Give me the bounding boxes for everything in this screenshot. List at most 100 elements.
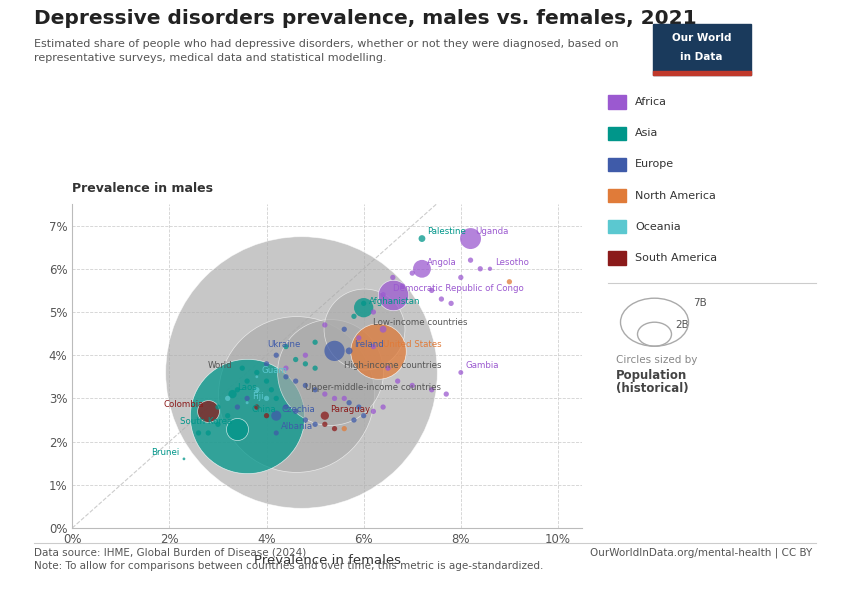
Point: [371, 346, 385, 356]
Text: Paraguay: Paraguay: [330, 404, 370, 413]
Point: [366, 407, 380, 416]
Point: [289, 376, 303, 386]
Point: [230, 424, 244, 433]
Point: [415, 234, 428, 244]
Point: [289, 389, 303, 399]
Point: [177, 454, 190, 464]
Text: 2B: 2B: [676, 320, 689, 330]
Text: Note: To allow for comparisons between countries and over time, this metric is a: Note: To allow for comparisons between c…: [34, 561, 543, 571]
Point: [241, 398, 254, 407]
Point: [201, 407, 215, 416]
Text: United States: United States: [383, 340, 442, 349]
Point: [235, 364, 249, 373]
Point: [309, 364, 322, 373]
Point: [289, 407, 303, 416]
Text: North America: North America: [635, 191, 716, 200]
Text: Brunei: Brunei: [150, 448, 179, 457]
Point: [226, 389, 240, 399]
X-axis label: Prevalence in females: Prevalence in females: [254, 554, 400, 567]
Point: [269, 350, 283, 360]
Point: [201, 428, 215, 438]
Point: [352, 402, 366, 412]
Point: [309, 337, 322, 347]
Point: [405, 380, 419, 390]
Point: [347, 415, 360, 425]
Point: [439, 389, 453, 399]
Point: [445, 299, 458, 308]
Point: [386, 290, 400, 299]
Text: World: World: [208, 361, 233, 370]
Text: Low-income countries: Low-income countries: [373, 318, 468, 327]
Text: South America: South America: [635, 253, 717, 263]
Point: [250, 368, 264, 377]
Point: [483, 264, 496, 274]
Text: Lesotho: Lesotho: [495, 257, 529, 266]
Point: [464, 256, 478, 265]
Text: Gambia: Gambia: [466, 361, 499, 370]
Point: [328, 424, 342, 433]
Point: [221, 411, 235, 421]
Text: Upper-middle-income countries: Upper-middle-income countries: [305, 383, 441, 392]
Text: Europe: Europe: [635, 160, 674, 169]
Point: [377, 325, 390, 334]
Point: [391, 376, 405, 386]
Point: [294, 368, 308, 377]
Point: [260, 394, 274, 403]
Point: [279, 402, 292, 412]
Point: [425, 286, 439, 295]
Text: in Data: in Data: [680, 52, 722, 62]
Text: Circles sized by: Circles sized by: [616, 355, 698, 365]
Point: [352, 333, 366, 343]
Point: [269, 428, 283, 438]
Text: Colombia: Colombia: [163, 400, 203, 409]
Point: [241, 394, 254, 403]
Text: Guam: Guam: [262, 365, 287, 374]
Point: [473, 264, 487, 274]
Point: [318, 389, 332, 399]
Point: [415, 264, 428, 274]
Point: [337, 325, 351, 334]
Text: 7B: 7B: [693, 298, 706, 308]
Text: Our World: Our World: [672, 33, 731, 43]
Point: [264, 385, 278, 395]
Point: [260, 376, 274, 386]
Text: South Korea: South Korea: [180, 418, 233, 427]
Point: [279, 372, 292, 382]
Point: [318, 419, 332, 429]
Point: [260, 359, 274, 368]
Point: [318, 411, 332, 421]
Point: [347, 311, 360, 321]
Point: [221, 394, 235, 403]
Point: [343, 398, 356, 407]
Text: Palestine: Palestine: [427, 227, 466, 236]
Text: Democratic Republic of Congo: Democratic Republic of Congo: [393, 284, 524, 293]
Text: High-income countries: High-income countries: [344, 361, 442, 370]
Point: [323, 368, 337, 377]
Point: [269, 394, 283, 403]
Point: [211, 402, 224, 412]
Text: Czechia: Czechia: [281, 404, 314, 413]
Text: Africa: Africa: [635, 97, 667, 107]
Point: [454, 368, 468, 377]
Point: [250, 385, 264, 395]
Point: [211, 419, 224, 429]
Point: [434, 294, 448, 304]
Point: [381, 364, 394, 373]
Point: [230, 402, 244, 412]
Point: [241, 376, 254, 386]
Point: [298, 380, 312, 390]
Point: [269, 411, 283, 421]
Point: [357, 411, 371, 421]
Point: [377, 402, 390, 412]
Text: Uganda: Uganda: [475, 227, 509, 236]
Point: [454, 272, 468, 282]
Point: [386, 272, 400, 282]
Point: [298, 359, 312, 368]
Text: Albania: Albania: [281, 422, 314, 431]
Point: [250, 402, 264, 412]
Text: OurWorldInData.org/mental-health | CC BY: OurWorldInData.org/mental-health | CC BY: [590, 548, 812, 558]
Point: [425, 385, 439, 395]
Text: (historical): (historical): [616, 382, 689, 395]
Point: [318, 320, 332, 330]
Point: [289, 355, 303, 364]
